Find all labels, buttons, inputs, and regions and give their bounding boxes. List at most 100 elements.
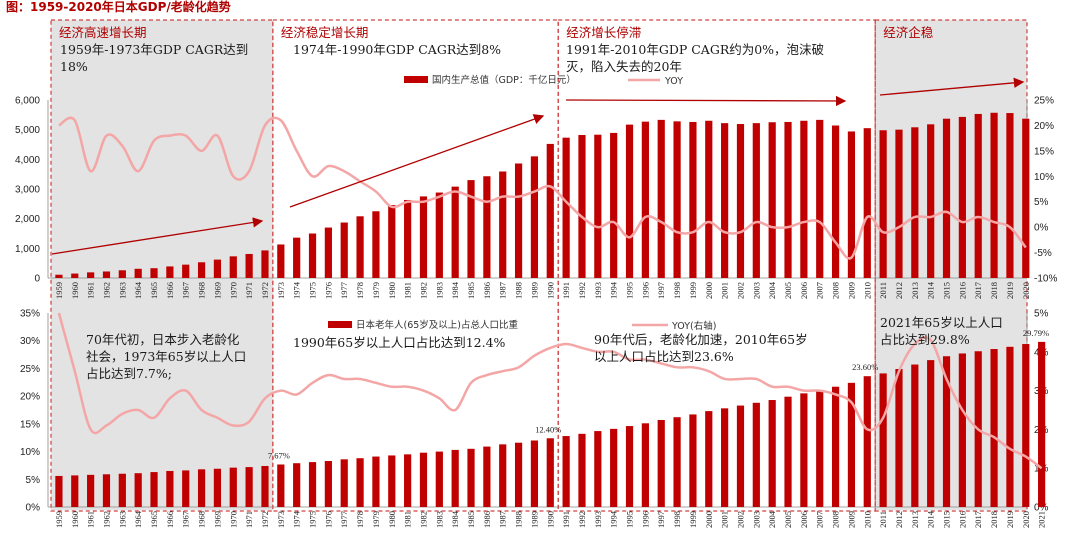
top-x-tick: 1997 bbox=[656, 282, 666, 299]
gdp-bar bbox=[879, 130, 887, 278]
gdp-bar bbox=[673, 121, 681, 278]
gdp-bar bbox=[213, 259, 222, 278]
top-y-right-tick: 5% bbox=[1034, 197, 1049, 208]
aging-bar bbox=[166, 470, 174, 507]
top-x-tick: 1989 bbox=[529, 282, 539, 299]
top-x-tick: 1996 bbox=[640, 282, 650, 299]
aging-bar bbox=[404, 454, 412, 507]
top-x-tick: 1973 bbox=[276, 282, 286, 299]
bot-x-tick: 1977 bbox=[339, 511, 349, 528]
aging-yoy-line bbox=[57, 312, 1043, 470]
aging-data-label: 12.40% bbox=[535, 424, 561, 434]
legend-gdp-yoy-label: YOY bbox=[664, 76, 683, 87]
top-x-tick: 2006 bbox=[799, 282, 809, 299]
top-y-left-tick: 4,000 bbox=[15, 155, 40, 166]
top-x-tick: 1995 bbox=[625, 282, 635, 299]
gdp-bar bbox=[451, 186, 459, 278]
aging-bar bbox=[784, 396, 792, 507]
period-box-1 bbox=[272, 19, 559, 512]
bot-x-tick: 2015 bbox=[942, 511, 952, 528]
top-x-tick: 1980 bbox=[387, 282, 397, 299]
gdp-bar bbox=[134, 268, 142, 278]
gdp-bar bbox=[435, 192, 443, 278]
bot-x-tick: 1974 bbox=[292, 510, 302, 528]
top-y-left-tick: 0 bbox=[34, 274, 40, 285]
bot-x-tick: 1994 bbox=[609, 510, 619, 528]
top-x-tick: 1968 bbox=[197, 282, 207, 299]
top-x-tick: 1999 bbox=[688, 282, 698, 299]
aging-bar bbox=[562, 436, 570, 507]
legend-gdp-label: 国内生产总值（GDP：千亿日元） bbox=[432, 74, 576, 86]
bot-x-tick: 1970 bbox=[228, 511, 238, 528]
gdp-bar bbox=[372, 211, 380, 278]
gdp-bar bbox=[546, 143, 554, 278]
gdp-bar bbox=[578, 135, 586, 278]
gdp-bar bbox=[55, 274, 63, 278]
aging-bar bbox=[451, 449, 459, 507]
bot-x-tick: 1995 bbox=[625, 511, 635, 528]
top-x-tick: 1988 bbox=[514, 282, 524, 299]
aging-bar bbox=[514, 442, 523, 507]
bot-x-tick: 1991 bbox=[561, 511, 571, 528]
top-x-tick: 2011 bbox=[878, 282, 888, 299]
bot-x-tick: 1960 bbox=[70, 511, 80, 528]
top-y-left-tick: 2,000 bbox=[15, 214, 40, 225]
gdp-bar bbox=[102, 271, 111, 278]
bot-x-tick: 1966 bbox=[165, 511, 175, 528]
gdp-bar bbox=[689, 121, 697, 278]
aging-bar bbox=[150, 472, 158, 507]
aging-bars bbox=[55, 341, 1046, 507]
aging-bar bbox=[546, 438, 554, 507]
trend-arrow-3 bbox=[879, 77, 1025, 96]
aging-bar bbox=[816, 390, 824, 507]
bot-x-tick: 1996 bbox=[640, 511, 650, 528]
gdp-bar bbox=[1022, 118, 1030, 278]
top-y-left-tick: 6,000 bbox=[15, 96, 40, 107]
gdp-bar bbox=[942, 118, 951, 278]
top-y-left-tick: 1,000 bbox=[15, 244, 40, 255]
aging-yoy-path bbox=[57, 312, 1043, 470]
aging-bar bbox=[213, 468, 222, 507]
aging-bar bbox=[499, 444, 507, 507]
top-x-tick: 1985 bbox=[466, 282, 476, 299]
gdp-bar bbox=[404, 199, 412, 278]
aging-bar bbox=[435, 451, 443, 507]
gdp-bar bbox=[784, 121, 792, 278]
aging-bar bbox=[197, 469, 206, 507]
gdp-bar bbox=[768, 122, 776, 278]
top-y-right-tick: 0% bbox=[1034, 223, 1049, 234]
gdp-bar bbox=[467, 180, 475, 278]
bot-x-tick: 1985 bbox=[466, 511, 476, 528]
bot-x-tick: 1988 bbox=[514, 511, 524, 528]
top-y-right-tick: 10% bbox=[1034, 172, 1054, 183]
bot-x-tick: 1993 bbox=[593, 511, 603, 528]
gdp-bar bbox=[356, 216, 364, 278]
bot-x-tick: 1963 bbox=[117, 511, 127, 528]
top-x-tick: 2001 bbox=[720, 282, 730, 299]
top-y-right-tick: 15% bbox=[1034, 146, 1054, 157]
aging-bar bbox=[388, 455, 396, 507]
bot-x-tick: 2005 bbox=[783, 511, 793, 528]
bot-x-tick: 1981 bbox=[403, 511, 413, 528]
bot-y-left-tick: 25% bbox=[20, 364, 40, 375]
top-annotation-line: 18% bbox=[60, 59, 88, 74]
aging-bar bbox=[261, 465, 269, 507]
aging-data-label: 29.79% bbox=[1023, 328, 1049, 338]
bot-x-tick: 1976 bbox=[323, 511, 333, 528]
aging-bar bbox=[340, 459, 348, 507]
aging-bar bbox=[641, 423, 649, 507]
bot-x-tick: 1962 bbox=[101, 511, 111, 528]
gdp-bar bbox=[990, 112, 998, 278]
bot-x-tick: 2017 bbox=[973, 511, 983, 528]
bot-x-tick: 2000 bbox=[704, 511, 714, 528]
aging-bar bbox=[736, 405, 745, 507]
aging-bar bbox=[657, 419, 665, 507]
gdp-bar bbox=[800, 120, 808, 279]
top-x-tick: 1965 bbox=[149, 282, 159, 299]
aging-bar bbox=[308, 462, 317, 507]
bot-x-tick: 1998 bbox=[672, 511, 682, 528]
aging-bar bbox=[419, 452, 428, 507]
bot-x-tick: 1969 bbox=[212, 511, 222, 528]
bot-x-tick: 2018 bbox=[989, 511, 999, 528]
